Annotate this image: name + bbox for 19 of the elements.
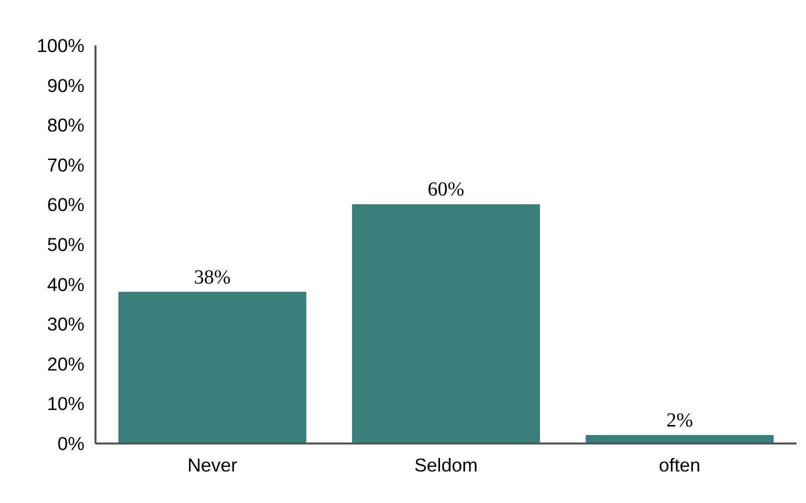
y-tick-label: 80%: [47, 114, 85, 136]
y-tick-label: 90%: [47, 74, 85, 96]
data-label: 60%: [428, 178, 464, 201]
y-tick-label: 0%: [58, 433, 85, 454]
y-tick-label: 10%: [47, 393, 85, 414]
y-tick-label: 100%: [36, 35, 85, 56]
y-tick-label: 60%: [47, 194, 85, 216]
data-label: 38%: [194, 266, 231, 288]
y-tick-label: 70%: [47, 154, 85, 176]
y-tick-label: 20%: [47, 353, 85, 374]
bar: [118, 292, 306, 444]
x-tick-label: often: [658, 454, 700, 476]
y-tick-label: 50%: [47, 234, 85, 255]
data-label: 2%: [666, 410, 694, 432]
y-tick-label: 30%: [47, 314, 85, 335]
x-tick-label: Never: [187, 454, 238, 476]
bar: [352, 204, 540, 444]
x-tick-label: Seldom: [414, 454, 478, 476]
y-tick-label: 40%: [47, 274, 85, 295]
